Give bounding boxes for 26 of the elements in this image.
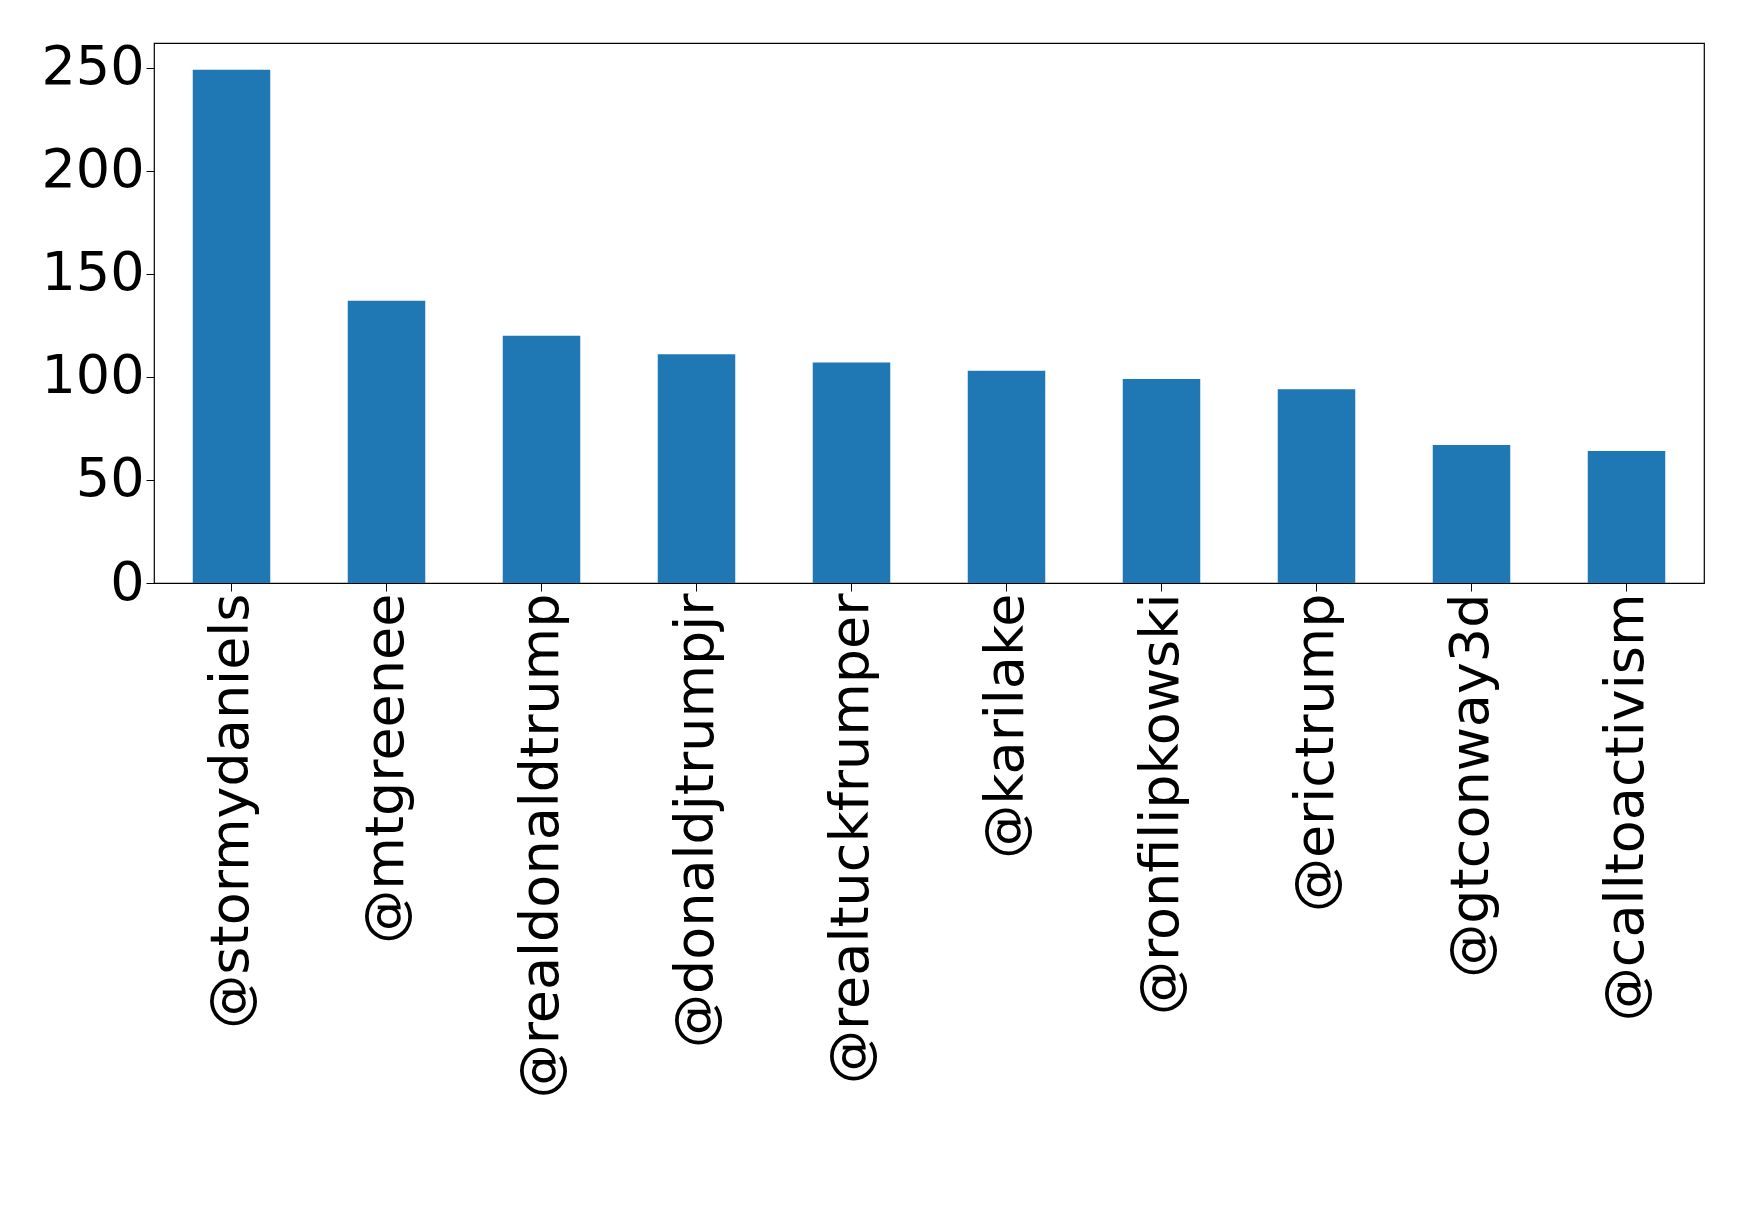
y-tick-label: 200 bbox=[41, 137, 145, 201]
bar bbox=[1432, 444, 1511, 583]
x-tick-label: @karilake bbox=[972, 593, 1036, 859]
y-tick-label: 250 bbox=[41, 34, 145, 98]
bar bbox=[1122, 378, 1201, 583]
x-tick-label: @mtgreenee bbox=[352, 593, 416, 944]
bar bbox=[812, 362, 891, 583]
x-tick-label: @ronfilipkowski bbox=[1127, 593, 1191, 1016]
bar bbox=[502, 335, 581, 583]
x-tick-label: @donaldjtrumpjr bbox=[662, 592, 726, 1049]
bar bbox=[1587, 451, 1666, 583]
bar bbox=[967, 370, 1046, 583]
y-tick-label: 100 bbox=[41, 343, 145, 407]
bar bbox=[1277, 389, 1356, 583]
y-tick-label: 150 bbox=[41, 240, 145, 304]
y-tick-label: 0 bbox=[110, 549, 145, 613]
x-tick-label: @stormydaniels bbox=[197, 593, 261, 1029]
bar bbox=[192, 69, 271, 583]
y-tick-label: 50 bbox=[75, 446, 145, 510]
bar bbox=[657, 354, 736, 583]
x-tick-label: @realdonaldtrump bbox=[507, 593, 571, 1099]
x-tick-label: @realtuckfrumper bbox=[817, 592, 881, 1084]
x-tick-label: @gtconway3d bbox=[1437, 593, 1501, 978]
bar bbox=[347, 300, 426, 583]
x-tick-label: @erictrump bbox=[1282, 593, 1346, 913]
x-tick-label: @calltoactivism bbox=[1592, 593, 1656, 1022]
